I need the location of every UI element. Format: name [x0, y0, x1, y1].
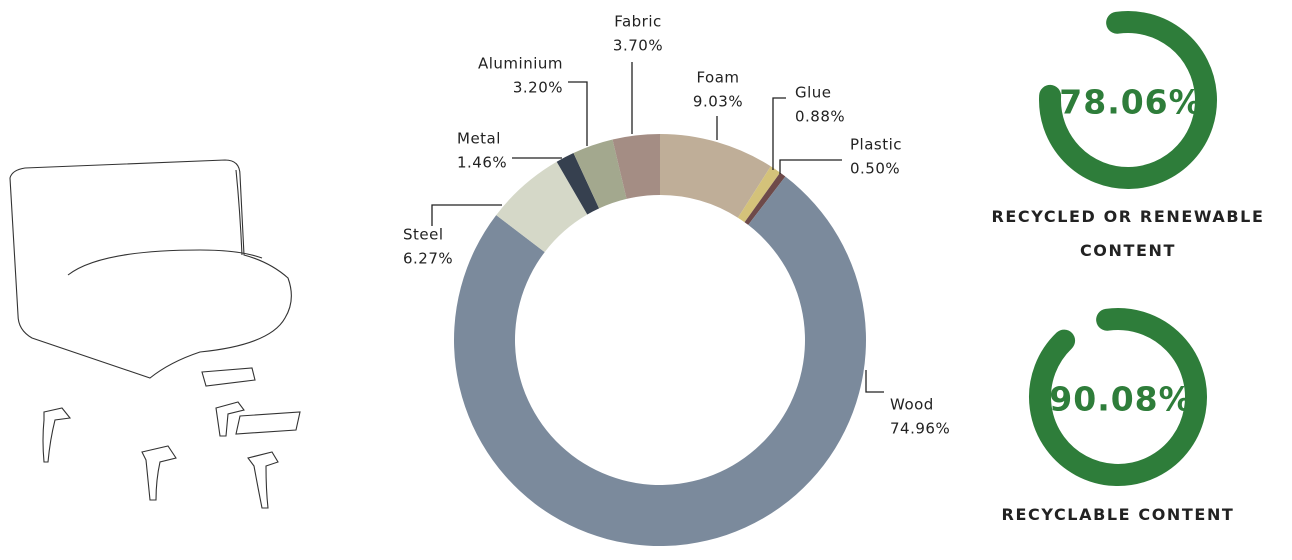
- leader-line: [431, 204, 502, 226]
- slice-value-label: 3.20%: [513, 79, 563, 97]
- slice-value-label: 3.70%: [613, 37, 663, 55]
- slice-label: Steel: [403, 226, 444, 244]
- donut-slice: [660, 134, 771, 218]
- donut-slice: [454, 176, 866, 546]
- gauge-value: 90.08%: [1049, 380, 1192, 419]
- leader-line: [865, 370, 884, 393]
- slice-label: Plastic: [850, 136, 902, 154]
- slice-value-label: 9.03%: [693, 93, 743, 111]
- leader-line: [568, 81, 588, 146]
- donut-slice: [737, 166, 781, 223]
- gauge-arc: [1039, 11, 1217, 189]
- sofa-illustration: [9, 159, 301, 509]
- slice-label: Aluminium: [478, 55, 563, 73]
- donut-slice: [744, 172, 786, 225]
- gauge-arc: [1029, 308, 1207, 486]
- donut-slice: [496, 161, 588, 253]
- gauge-value: 78.06%: [1059, 83, 1202, 122]
- slice-value-label: 0.50%: [850, 160, 900, 178]
- gauge-title: RECYCLABLE CONTENT: [1001, 505, 1235, 524]
- slice-value-label: 0.88%: [795, 108, 845, 126]
- gauge-title: RECYCLED OR RENEWABLE CONTENT: [991, 207, 1265, 260]
- slice-label: Wood: [890, 396, 934, 414]
- slice-value-label: 6.27%: [403, 250, 453, 268]
- donut-slice: [573, 139, 627, 209]
- leader-line: [772, 97, 786, 170]
- leader-line: [779, 159, 842, 174]
- slice-label: Fabric: [614, 13, 662, 31]
- donut-slice: [612, 134, 660, 199]
- slice-value-label: 74.96%: [890, 420, 950, 438]
- slice-label: Foam: [696, 69, 739, 87]
- donut-slice: [556, 153, 600, 215]
- slice-value-label: 1.46%: [457, 154, 507, 172]
- slice-label: Metal: [457, 130, 501, 148]
- slice-label: Glue: [795, 84, 832, 102]
